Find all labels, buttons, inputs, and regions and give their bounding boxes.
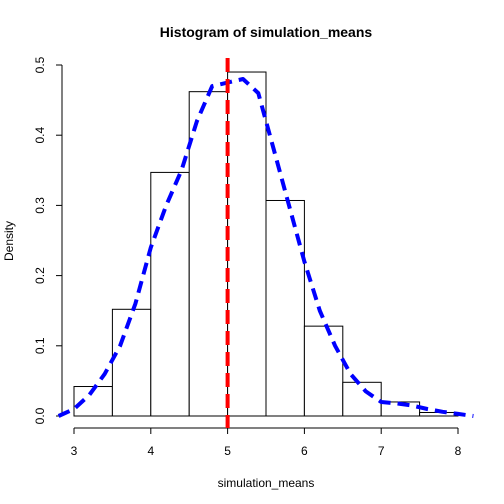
y-tick-label-4: 0.4 (33, 127, 47, 144)
x-tick-label-7: 7 (378, 444, 385, 458)
y-tick-label-3: 0.3 (33, 197, 47, 214)
x-tick-label-8: 8 (455, 444, 462, 458)
x-tick-label-6: 6 (301, 444, 308, 458)
histogram-bar-7 (304, 326, 342, 416)
x-tick-label-3: 3 (71, 444, 78, 458)
x-axis-label: simulation_means (218, 476, 315, 490)
histogram-bar-5 (228, 72, 266, 416)
histogram-bar-4 (189, 92, 227, 416)
y-axis: 0.0 0.1 0.2 0.3 0.4 0.5 (33, 56, 62, 424)
y-tick-label-1: 0.1 (33, 337, 47, 354)
histogram-bar-8 (343, 382, 381, 416)
y-tick-label-2: 0.2 (33, 267, 47, 284)
histogram-bar-6 (266, 200, 304, 416)
histogram-bars (74, 72, 458, 416)
chart-title: Histogram of simulation_means (160, 24, 373, 40)
x-tick-label-4: 4 (147, 444, 154, 458)
x-tick-label-5: 5 (224, 444, 231, 458)
histogram-bar-2 (112, 309, 150, 416)
x-axis: 3 4 5 6 7 8 (71, 428, 462, 458)
histogram-bar-3 (151, 172, 189, 416)
y-axis-label: Density (2, 221, 16, 261)
y-tick-label-0: 0.0 (33, 407, 47, 424)
y-tick-label-5: 0.5 (33, 56, 47, 73)
